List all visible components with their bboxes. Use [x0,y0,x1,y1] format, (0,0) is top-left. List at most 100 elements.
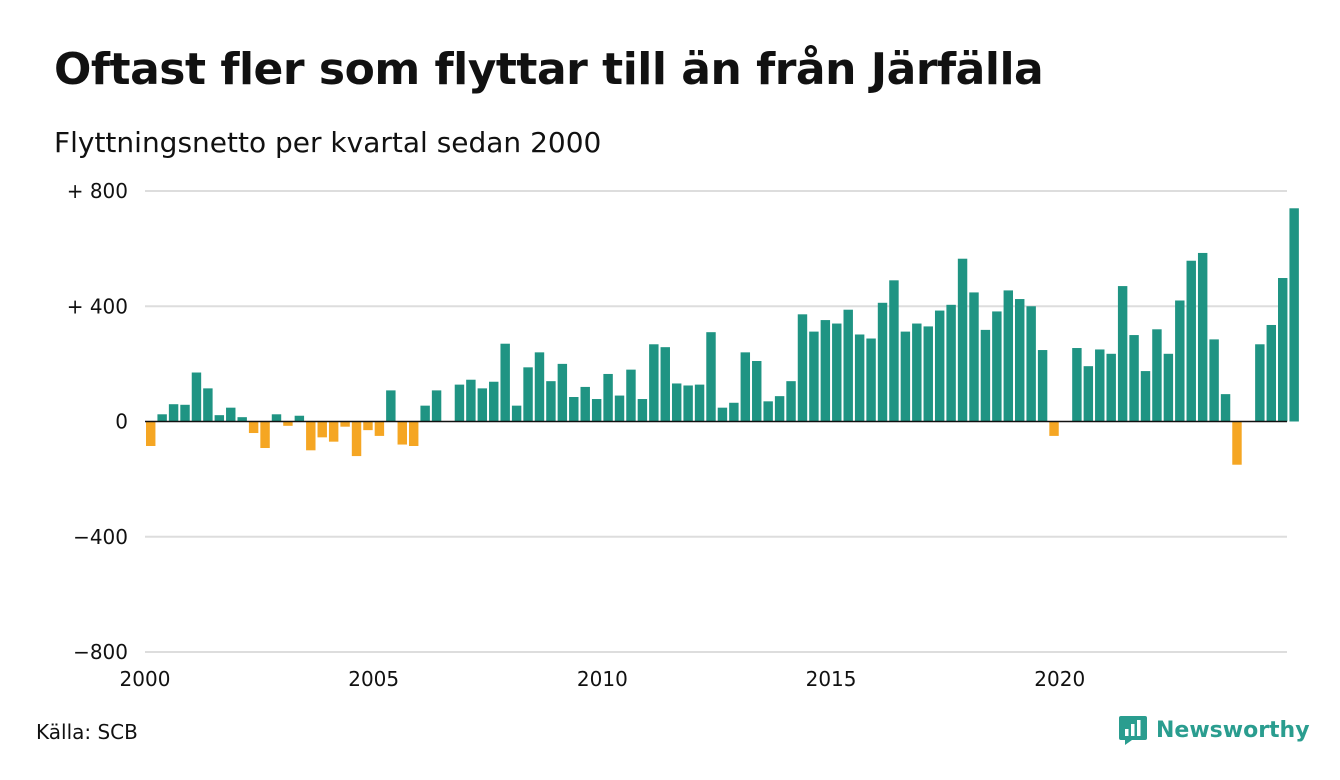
bar-2016-Q4 [912,323,922,422]
bar-2007-Q3 [489,381,499,422]
bar-2017-Q2 [934,310,945,422]
bar-2005-Q2 [386,390,396,422]
bar-2017-Q4 [957,258,968,422]
bar-2019-Q1 [1015,299,1025,422]
bar-2012-Q4 [729,402,739,422]
y-tick-label: −800 [73,640,128,664]
bar-2001-Q4 [226,407,236,422]
bar-2020-Q2 [1072,348,1082,422]
bar-2003-Q3 [306,421,316,451]
bar-2010-Q4 [637,399,648,422]
bar-2005-Q1 [374,421,385,436]
bar-2000-Q2 [157,414,167,422]
bar-2008-Q4 [546,381,556,422]
bar-2002-Q2 [248,421,259,434]
bar-2005-Q3 [397,421,407,445]
bar-2007-Q1 [466,379,476,422]
bar-2002-Q1 [237,417,247,422]
bar-2014-Q4 [820,320,831,422]
x-tick-label: 2010 [577,667,628,691]
bar-2001-Q1 [191,372,202,422]
bar-2008-Q3 [534,352,545,422]
bar-2022-Q3 [1175,300,1185,422]
bar-2008-Q2 [523,367,533,422]
bar-2010-Q3 [626,369,636,422]
bar-2023-Q2 [1209,339,1219,422]
bar-2016-Q3 [900,331,911,422]
bar-2024-Q3 [1266,324,1276,422]
bar-2015-Q1 [832,323,842,422]
x-axis-ticks: 2000 2005 2010 2015 2020 [120,667,1086,691]
bar-2000-Q4 [180,404,190,422]
newsworthy-logo-icon [1119,716,1147,745]
bar-2017-Q3 [946,304,956,422]
bar-2006-Q2 [431,390,442,422]
bar-2019-Q4 [1049,421,1059,436]
bar-2014-Q3 [809,331,819,422]
bar-2021-Q4 [1140,371,1151,422]
bars [146,208,1299,465]
bar-2019-Q3 [1037,350,1048,422]
bar-2015-Q2 [843,309,853,422]
bar-2021-Q2 [1117,286,1128,422]
bar-2002-Q3 [260,421,270,449]
bar-2011-Q2 [660,347,670,422]
bar-2006-Q1 [420,405,430,422]
bar-2011-Q3 [671,383,682,422]
chart-title: Oftast fler som flyttar till än från Jär… [54,44,1044,95]
bar-2008-Q1 [511,405,522,422]
bar-2020-Q3 [1083,366,1094,422]
bar-2009-Q3 [580,386,590,422]
bar-2023-Q3 [1220,394,1231,422]
bar-2024-Q2 [1255,344,1265,422]
bar-2011-Q4 [683,385,693,422]
brand-name: Newsworthy [1156,717,1310,743]
bar-2004-Q2 [340,421,350,427]
bar-chart: + 800 + 400 0 −400 −800 2000 2005 2010 2015 2020 [67,179,1299,691]
bar-2023-Q4 [1232,421,1242,465]
bar-2009-Q1 [557,363,568,422]
x-tick-label: 2015 [806,667,857,691]
y-tick-label: + 400 [67,294,128,318]
gridlines [145,190,1287,653]
bar-2007-Q2 [477,388,488,422]
bar-2004-Q3 [351,421,362,457]
bar-2014-Q1 [786,381,796,422]
bar-2002-Q4 [271,414,282,422]
bar-2016-Q2 [889,280,899,422]
bar-2010-Q1 [603,373,613,422]
y-tick-label: −400 [73,525,128,549]
bar-2021-Q3 [1129,335,1139,422]
bar-2007-Q4 [500,343,510,422]
bar-2003-Q2 [294,415,305,422]
bar-2004-Q1 [328,421,339,442]
bar-2019-Q2 [1026,306,1036,422]
bar-2017-Q1 [923,326,933,422]
bar-2010-Q2 [614,395,625,422]
bar-2022-Q1 [1152,329,1162,422]
bar-2013-Q1 [740,352,751,422]
bar-2018-Q2 [980,329,991,422]
bar-2018-Q3 [992,311,1002,422]
bar-2022-Q4 [1186,260,1196,422]
y-tick-label: 0 [115,410,128,434]
x-tick-label: 2005 [348,667,399,691]
bar-2024-Q4 [1278,278,1288,422]
x-tick-label: 2020 [1034,667,1085,691]
chart-subtitle: Flyttningsnetto per kvartal sedan 2000 [54,126,602,159]
bar-2020-Q4 [1095,349,1105,422]
bar-2003-Q4 [317,421,327,438]
bar-2022-Q2 [1163,353,1174,422]
bar-2015-Q4 [866,338,876,422]
bar-2012-Q2 [706,332,716,422]
source-note: Källa: SCB [36,720,138,744]
bar-2003-Q1 [283,421,293,426]
bar-2023-Q1 [1197,252,1208,422]
bar-2004-Q4 [363,421,373,431]
x-tick-label: 2000 [120,667,171,691]
bar-2009-Q4 [591,399,602,422]
bar-2014-Q2 [797,314,808,422]
bar-undefined [1289,208,1299,422]
bar-2001-Q3 [214,415,225,422]
bar-2021-Q1 [1106,353,1116,422]
